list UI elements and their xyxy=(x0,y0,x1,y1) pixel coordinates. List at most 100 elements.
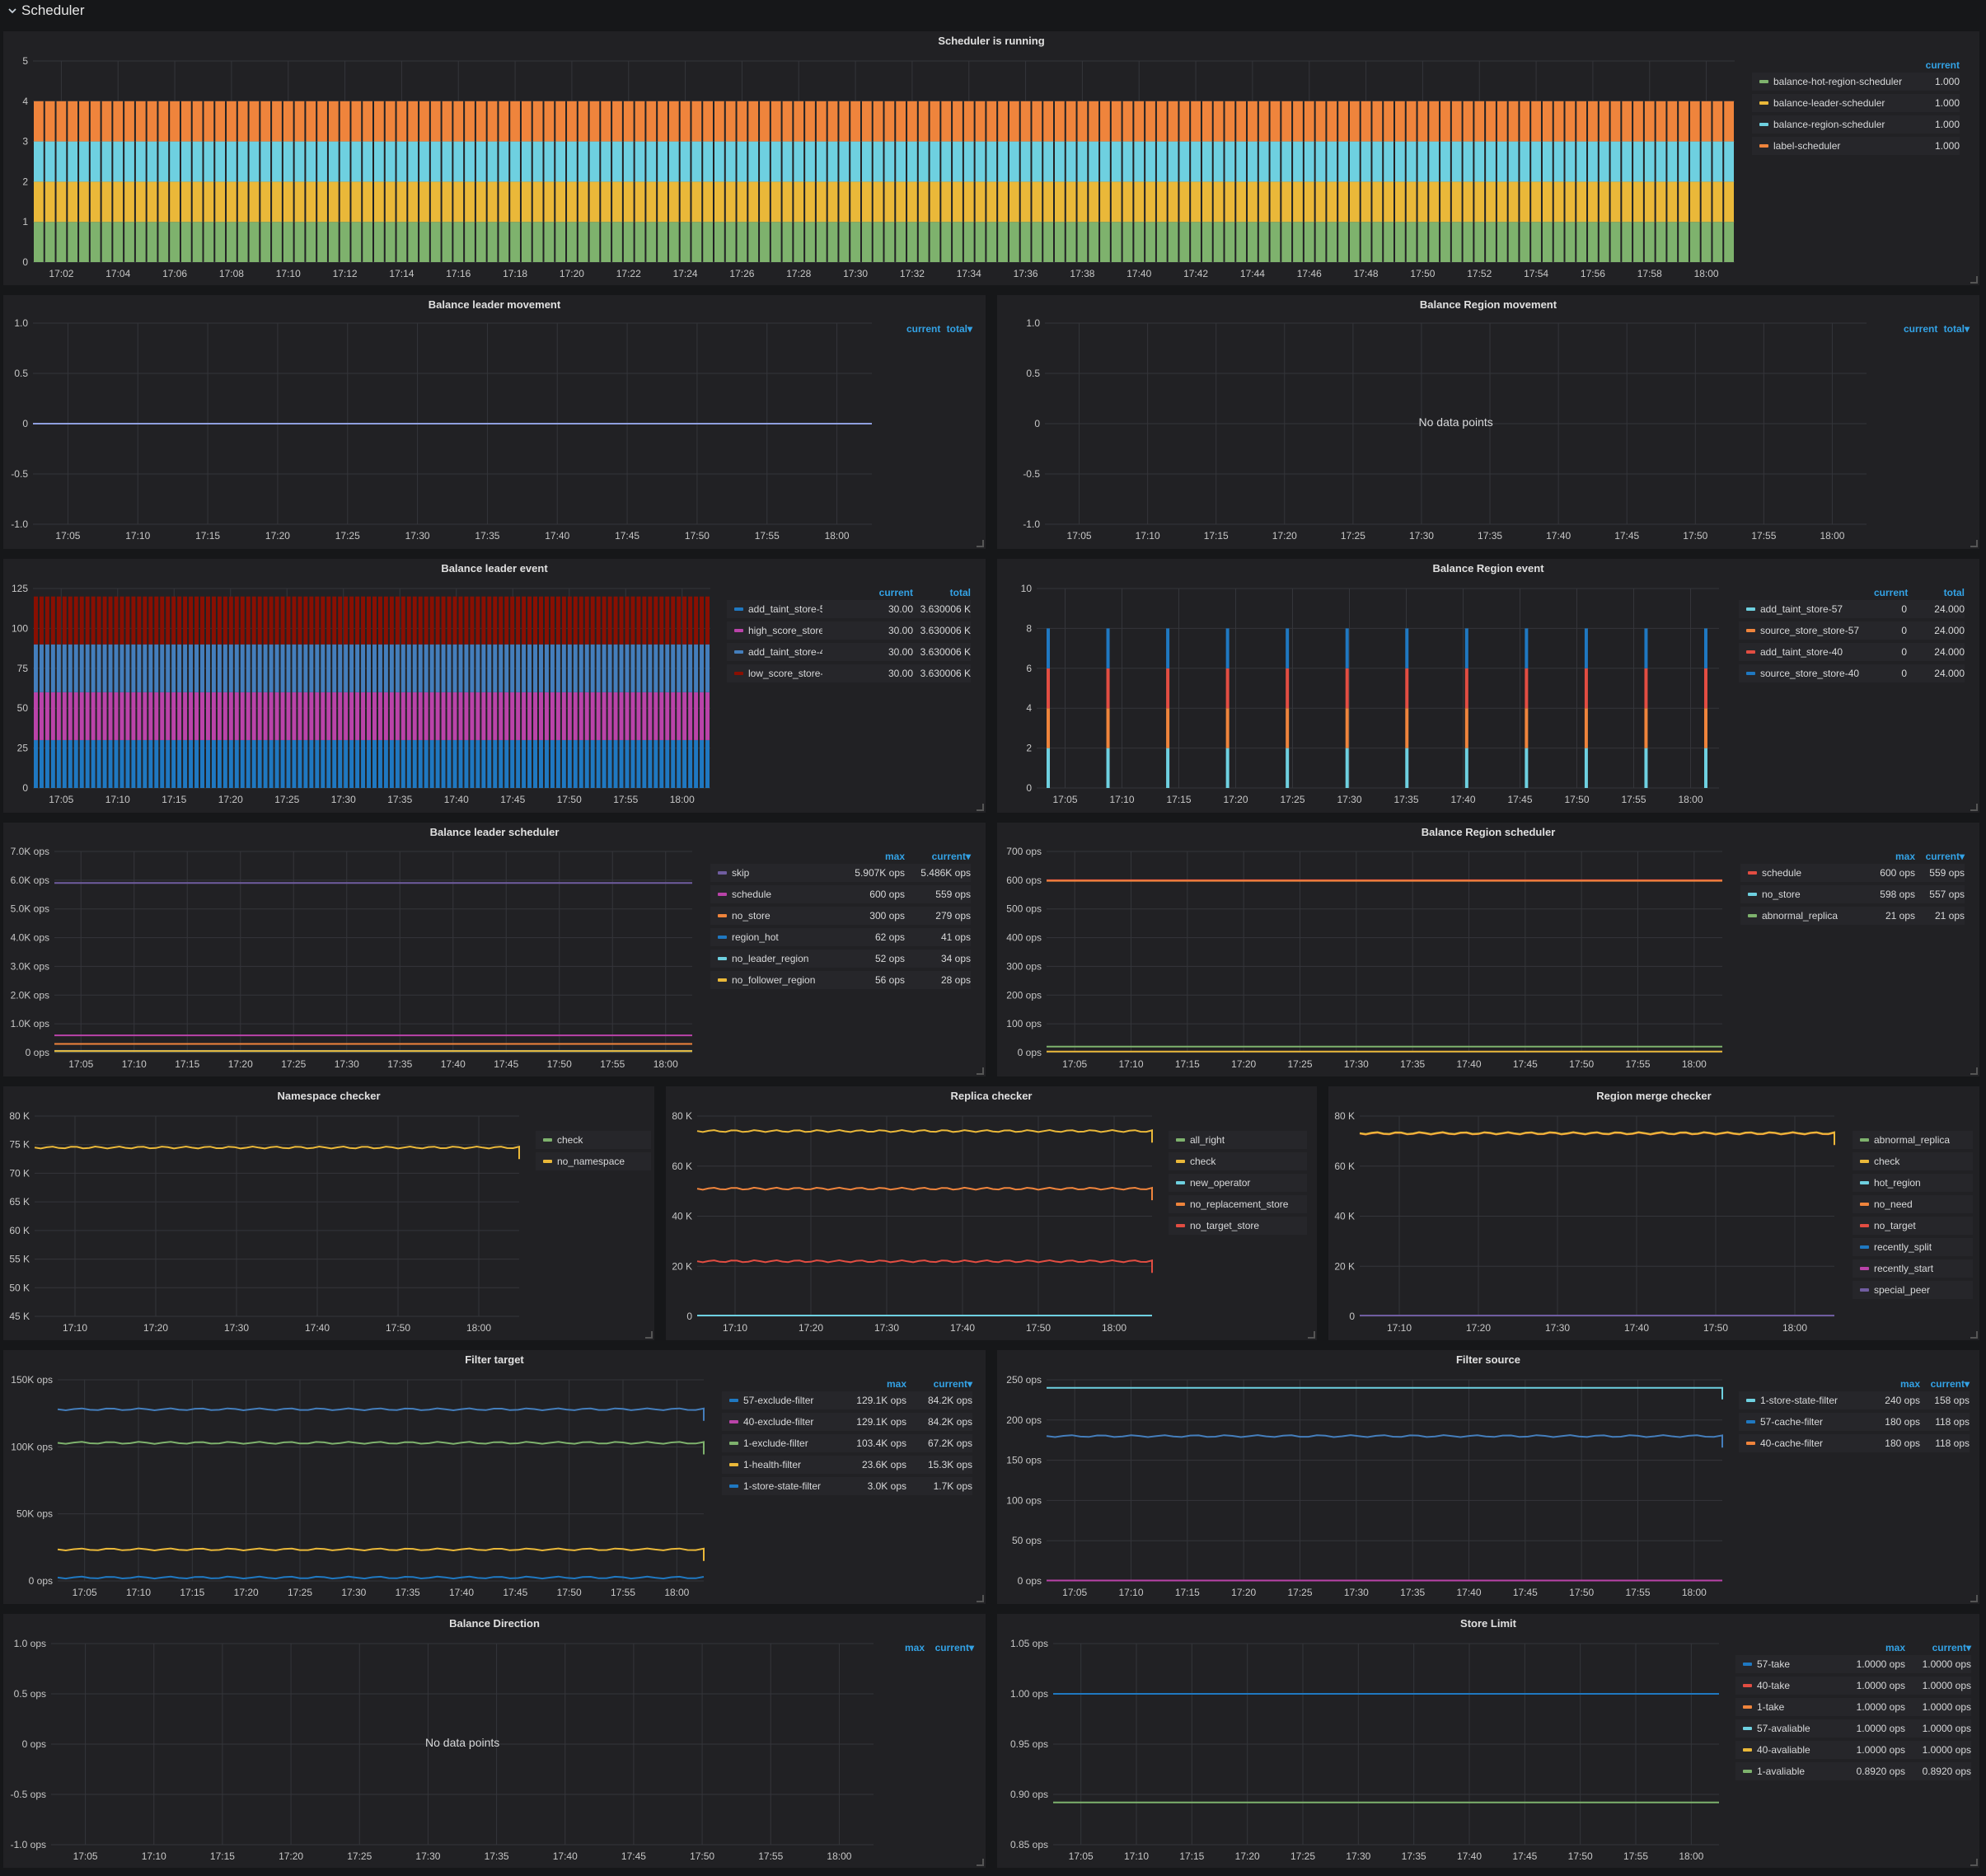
legend-item[interactable]: recently_split xyxy=(1853,1238,1973,1256)
legend-item[interactable]: schedule 600 ops 559 ops xyxy=(710,885,971,903)
panel-ns-checker[interactable]: Namespace checker 80 K 75 K 70 K 65 K 60 K 55 … xyxy=(3,1086,654,1340)
legend-item[interactable]: check xyxy=(1853,1152,1973,1170)
legend-item[interactable]: no_namespace xyxy=(536,1152,651,1170)
panel-title[interactable]: Scheduler is running xyxy=(938,35,1045,47)
legend-sort-0[interactable]: max xyxy=(886,1378,906,1390)
legend-item[interactable]: all_right xyxy=(1169,1131,1307,1149)
resize-handle-icon[interactable] xyxy=(1308,1331,1315,1339)
legend-sort-1[interactable]: current▾ xyxy=(931,851,971,862)
legend-item[interactable]: source_store_store-40 0 24.000 xyxy=(1739,664,1965,682)
resize-handle-icon[interactable] xyxy=(1970,540,1978,547)
legend-item[interactable]: label-scheduler 1.000 xyxy=(1752,137,1960,155)
legend-item[interactable]: special_peer xyxy=(1853,1281,1973,1299)
panel-title[interactable]: Balance Direction xyxy=(449,1617,540,1630)
legend-item[interactable]: no_target xyxy=(1853,1217,1973,1235)
resize-handle-icon[interactable] xyxy=(1970,1067,1978,1075)
legend-sort-0[interactable]: current xyxy=(1904,323,1938,335)
panel-leader-sched[interactable]: Balance leader scheduler 7.0K ops 6.0K ops… xyxy=(3,823,986,1076)
panel-title[interactable]: Balance leader event xyxy=(441,562,548,575)
resize-handle-icon[interactable] xyxy=(977,1859,984,1866)
resize-handle-icon[interactable] xyxy=(977,1595,984,1602)
resize-handle-icon[interactable] xyxy=(645,1331,653,1339)
legend-item[interactable]: new_operator xyxy=(1169,1174,1307,1192)
panel-region-sched[interactable]: Balance Region scheduler 700 ops 600 ops 50… xyxy=(997,823,1979,1076)
legend-sort-1[interactable]: current▾ xyxy=(933,1378,972,1390)
legend-sort-1[interactable]: current▾ xyxy=(1930,1378,1970,1390)
legend-item[interactable]: check xyxy=(536,1131,651,1149)
legend-sort-0[interactable]: current xyxy=(1874,587,1909,598)
legend-item[interactable]: schedule 600 ops 559 ops xyxy=(1740,864,1965,882)
panel-title[interactable]: Balance Region movement xyxy=(1419,298,1557,311)
legend-item[interactable]: 57-avaliable 1.0000 ops 1.0000 ops xyxy=(1735,1719,1971,1738)
legend-item[interactable]: no_replacement_store xyxy=(1169,1195,1307,1213)
legend-sort-0[interactable]: current xyxy=(1925,59,1960,71)
panel-filter-target[interactable]: Filter target 150K ops 100K ops 50K ops 0 op… xyxy=(3,1350,986,1604)
legend-sort-1[interactable]: total xyxy=(1943,587,1965,598)
resize-handle-icon[interactable] xyxy=(977,540,984,547)
legend-item[interactable]: balance-leader-scheduler 1.000 xyxy=(1752,94,1960,112)
legend-sort-0[interactable]: max xyxy=(884,851,905,862)
legend-item[interactable]: add_taint_store-5730.003.630006 K xyxy=(727,600,971,618)
legend-sort-0[interactable]: current xyxy=(906,323,941,335)
legend-item[interactable]: no_leader_region 52 ops 34 ops xyxy=(710,950,971,968)
resize-handle-icon[interactable] xyxy=(1970,804,1978,811)
legend-item[interactable]: no_follower_region 56 ops 28 ops xyxy=(710,971,971,989)
legend-item[interactable]: 1-store-state-filter 240 ops 158 ops xyxy=(1739,1391,1970,1409)
panel-title[interactable]: Balance leader scheduler xyxy=(429,826,560,838)
panel-balance-direction[interactable]: Balance Direction 1.0 ops 0.5 ops 0 ops -0.5… xyxy=(3,1614,986,1868)
legend-sort-1[interactable]: total▾ xyxy=(1943,323,1970,335)
resize-handle-icon[interactable] xyxy=(1970,1595,1978,1602)
panel-title[interactable]: Balance leader movement xyxy=(428,298,561,311)
panel-store-limit[interactable]: Store Limit 1.05 ops 1.00 ops 0.95 ops 0.90 … xyxy=(997,1614,1979,1868)
panel-title[interactable]: Balance Region event xyxy=(1432,562,1544,575)
panel-replica-checker[interactable]: Replica checker 80 K 60 K 40 K 20 K 0 17:10 17:… xyxy=(666,1086,1317,1340)
legend-item[interactable]: abnormal_replica xyxy=(1853,1131,1973,1149)
legend-item[interactable]: add_taint_store-57 0 24.000 xyxy=(1739,600,1965,618)
panel-title[interactable]: Filter source xyxy=(1455,1353,1521,1366)
panel-title[interactable]: Region merge checker xyxy=(1596,1090,1712,1102)
legend-item[interactable]: low_score_store-4030.003.630006 K xyxy=(727,664,971,682)
panel-title[interactable]: Store Limit xyxy=(1460,1617,1516,1630)
resize-handle-icon[interactable] xyxy=(1970,1331,1978,1339)
legend-item[interactable]: no_store 598 ops 557 ops xyxy=(1740,885,1965,903)
panel-merge-checker[interactable]: Region merge checker 80 K 60 K 40 K 20 K 0 17:… xyxy=(1328,1086,1979,1340)
row-header[interactable]: Scheduler xyxy=(0,0,1986,21)
legend-item[interactable]: 1-take 1.0000 ops 1.0000 ops xyxy=(1735,1698,1971,1716)
legend-sort-0[interactable]: max xyxy=(1899,1378,1920,1390)
legend-item[interactable]: 40-exclude-filter 129.1K ops 84.2K ops xyxy=(722,1413,972,1431)
resize-handle-icon[interactable] xyxy=(977,804,984,811)
legend-item[interactable]: recently_start xyxy=(1853,1259,1973,1278)
legend-item[interactable]: 40-take 1.0000 ops 1.0000 ops xyxy=(1735,1677,1971,1695)
legend-sort-1[interactable]: current▾ xyxy=(1925,851,1965,862)
resize-handle-icon[interactable] xyxy=(1970,276,1978,284)
legend-item[interactable]: 1-store-state-filter 3.0K ops 1.7K ops xyxy=(722,1477,972,1495)
panel-leader-move[interactable]: Balance leader movement 1.0 0.5 0 -0.5 -1.0 17… xyxy=(3,295,986,549)
panel-region-event[interactable]: Balance Region event 0 2 4 6 8 10 17:05 17:10 17:… xyxy=(997,559,1979,813)
legend-sort-0[interactable]: max xyxy=(1895,851,1915,862)
legend-sort-1[interactable]: current▾ xyxy=(934,1642,974,1653)
legend-item[interactable]: add_taint_store-4030.003.630006 K xyxy=(727,643,971,661)
legend-item[interactable]: 1-health-filter 23.6K ops 15.3K ops xyxy=(722,1456,972,1474)
panel-title[interactable]: Namespace checker xyxy=(277,1090,381,1102)
legend-item[interactable]: 57-take 1.0000 ops 1.0000 ops xyxy=(1735,1655,1971,1673)
legend-item[interactable]: balance-region-scheduler 1.000 xyxy=(1752,115,1960,134)
legend-sort-1[interactable]: total▾ xyxy=(946,323,972,335)
resize-handle-icon[interactable] xyxy=(977,1067,984,1075)
legend-item[interactable]: 40-avaliable 1.0000 ops 1.0000 ops xyxy=(1735,1741,1971,1759)
legend-sort-0[interactable]: max xyxy=(904,1642,925,1653)
legend-item[interactable]: skip 5.907K ops 5.486K ops xyxy=(710,864,971,882)
legend-item[interactable]: 1-exclude-filter 103.4K ops 67.2K ops xyxy=(722,1434,972,1452)
legend-sort-1[interactable]: current▾ xyxy=(1932,1642,1971,1653)
legend-item[interactable]: 1-avaliable 0.8920 ops 0.8920 ops xyxy=(1735,1762,1971,1780)
legend-item[interactable]: check xyxy=(1169,1152,1307,1170)
panel-leader-event[interactable]: Balance leader event 0 25 50 75 100 125 17:05 17… xyxy=(3,559,986,813)
panel-title[interactable]: Filter target xyxy=(465,1353,524,1366)
legend-sort-0[interactable]: current xyxy=(878,587,913,598)
resize-handle-icon[interactable] xyxy=(1970,1859,1978,1866)
panel-sched-running[interactable]: Scheduler is running 0 1 2 3 4 5 17:02 17:04 17:0… xyxy=(3,31,1979,285)
legend-item[interactable]: 57-exclude-filter 129.1K ops 84.2K ops xyxy=(722,1391,972,1409)
legend-item[interactable]: 40-cache-filter 180 ops 118 ops xyxy=(1739,1434,1970,1452)
legend-item[interactable]: no_need xyxy=(1853,1195,1973,1213)
legend-item[interactable]: no_target_store xyxy=(1169,1217,1307,1235)
legend-sort-1[interactable]: total xyxy=(949,587,971,598)
